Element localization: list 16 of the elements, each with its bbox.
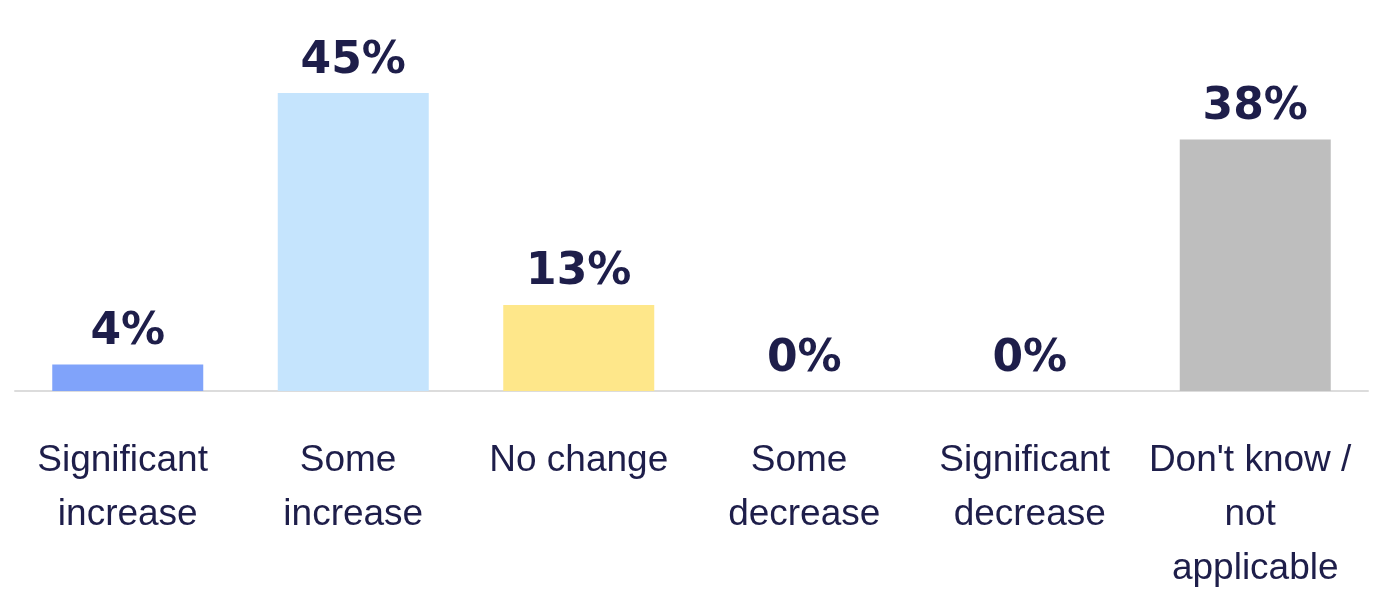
- data-label: 38%: [1202, 77, 1308, 129]
- x-tick-label: Some decrease: [728, 437, 881, 533]
- data-label: 0%: [766, 329, 842, 381]
- data-label: 45%: [300, 31, 406, 83]
- data-label: 0%: [992, 329, 1068, 381]
- x-tick-label: Significant decrease: [939, 437, 1121, 533]
- x-tick-label: Some increase: [283, 437, 424, 533]
- x-tick-label: Don't know / not applicable: [1148, 437, 1362, 587]
- data-label: 4%: [90, 303, 166, 355]
- data-label: 13%: [526, 243, 632, 295]
- bar: [52, 364, 204, 391]
- x-tick-label: No change: [489, 437, 669, 479]
- bar: [503, 304, 655, 391]
- bar: [1179, 139, 1331, 391]
- x-tick-label: Significant increase: [37, 437, 219, 533]
- bar: [277, 93, 429, 391]
